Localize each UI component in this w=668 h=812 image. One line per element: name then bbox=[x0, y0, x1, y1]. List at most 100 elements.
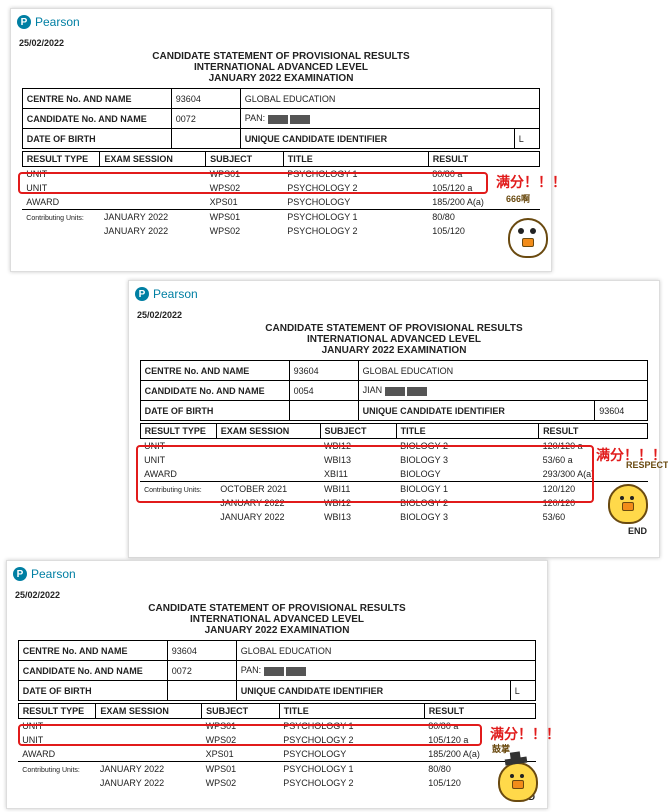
logo-icon: P bbox=[17, 15, 31, 29]
subject-title: PSYCHOLOGY 2 bbox=[279, 776, 424, 790]
result-type: AWARD bbox=[22, 195, 100, 210]
exam-session: JANUARY 2022 bbox=[96, 776, 202, 790]
brand-name: Pearson bbox=[35, 15, 80, 29]
result-row: Contributing Units:OCTOBER 2021WBI11BIOL… bbox=[140, 482, 648, 497]
heading: CANDIDATE STATEMENT OF PROVISIONAL RESUL… bbox=[129, 323, 659, 334]
end-marker: END bbox=[11, 238, 551, 256]
sticker-shocked-icon bbox=[498, 204, 554, 260]
result-type: UNIT bbox=[140, 453, 216, 467]
centre-no: 93604 bbox=[167, 641, 236, 661]
result-row: AWARDXBI11BIOLOGY293/300 A(a) bbox=[140, 467, 648, 482]
logo-icon: P bbox=[135, 287, 149, 301]
dob-value bbox=[171, 129, 240, 149]
candidate-name: PAN: bbox=[241, 665, 261, 675]
col-header: TITLE bbox=[283, 152, 428, 167]
info-table: CENTRE No. AND NAME93604GLOBAL EDUCATION… bbox=[140, 360, 649, 421]
exam-session bbox=[216, 453, 320, 467]
centre-name: GLOBAL EDUCATION bbox=[236, 641, 535, 661]
subject-code: WPS02 bbox=[202, 776, 280, 790]
candidate-name: JIAN bbox=[363, 385, 383, 395]
heading: CANDIDATE STATEMENT OF PROVISIONAL RESUL… bbox=[7, 603, 547, 614]
subject-code: WPS02 bbox=[202, 733, 280, 747]
candidate-no: 0072 bbox=[171, 109, 240, 129]
result-row: UNITWPS01PSYCHOLOGY 180/80 a bbox=[22, 167, 539, 182]
subject-code: WPS02 bbox=[206, 224, 284, 238]
result-type: UNIT bbox=[22, 167, 100, 182]
subject-code: XPS01 bbox=[202, 747, 280, 762]
subject-code: XPS01 bbox=[206, 195, 284, 210]
heading: INTERNATIONAL ADVANCED LEVEL bbox=[129, 334, 659, 345]
subject-title: PSYCHOLOGY bbox=[279, 747, 424, 762]
subject-code: WPS01 bbox=[206, 210, 284, 225]
exam-session bbox=[100, 167, 206, 182]
centre-no: 93604 bbox=[171, 89, 240, 109]
info-table: CENTRE No. AND NAME93604GLOBAL EDUCATION… bbox=[22, 88, 540, 149]
brand-name: Pearson bbox=[153, 287, 198, 301]
col-header: RESULT bbox=[539, 424, 648, 439]
subject-code: XBI11 bbox=[320, 467, 396, 482]
candidate-no: 0072 bbox=[167, 661, 236, 681]
dob-value bbox=[289, 401, 358, 421]
uci-value: L bbox=[514, 129, 539, 149]
candidate-no: 0054 bbox=[289, 381, 358, 401]
label-dob: DATE OF BIRTH bbox=[140, 401, 289, 421]
subject-code: WBI13 bbox=[320, 510, 396, 524]
label-dob: DATE OF BIRTH bbox=[22, 129, 171, 149]
candidate-name-cell: JIAN bbox=[358, 381, 648, 401]
result-type: UNIT bbox=[140, 439, 216, 454]
result-row: UNITWBI12BIOLOGY 2120/120 a bbox=[140, 439, 648, 454]
exam-session: OCTOBER 2021 bbox=[216, 482, 320, 497]
result-row: Contributing Units:JANUARY 2022WPS01PSYC… bbox=[22, 210, 539, 225]
candidate-name-cell: PAN: bbox=[240, 109, 539, 129]
statement-date: 25/02/2022 bbox=[7, 587, 547, 603]
subject-title: PSYCHOLOGY 2 bbox=[279, 733, 424, 747]
exam-session bbox=[216, 467, 320, 482]
sticker-respect-icon bbox=[598, 470, 654, 526]
exam-session: JANUARY 2022 bbox=[216, 496, 320, 510]
exam-session bbox=[100, 181, 206, 195]
statement-date: 25/02/2022 bbox=[129, 307, 659, 323]
exam-session bbox=[100, 195, 206, 210]
contrib-text: Contributing Units: bbox=[26, 215, 84, 222]
contributing-label: Contributing Units: bbox=[22, 210, 100, 225]
result-row: UNITWPS02PSYCHOLOGY 2105/120 a bbox=[18, 733, 535, 747]
end-marker: END bbox=[129, 524, 659, 542]
heading: INTERNATIONAL ADVANCED LEVEL bbox=[7, 614, 547, 625]
col-header: EXAM SESSION bbox=[216, 424, 320, 439]
result-row: JANUARY 2022WBI13BIOLOGY 353/60 bbox=[140, 510, 648, 524]
result-row: UNITWPS01PSYCHOLOGY 180/80 a bbox=[18, 719, 535, 734]
annotation-text: 满分！！！ bbox=[490, 724, 560, 744]
label-dob: DATE OF BIRTH bbox=[18, 681, 167, 701]
logo-icon: P bbox=[13, 567, 27, 581]
end-marker: END bbox=[7, 790, 547, 808]
label-uci: UNIQUE CANDIDATE IDENTIFIER bbox=[358, 401, 595, 421]
exam-session: JANUARY 2022 bbox=[216, 510, 320, 524]
subject-code: WPS01 bbox=[202, 762, 280, 777]
subject-title: PSYCHOLOGY 1 bbox=[283, 210, 428, 225]
label-uci: UNIQUE CANDIDATE IDENTIFIER bbox=[236, 681, 510, 701]
result-type: AWARD bbox=[18, 747, 96, 762]
statement-date: 25/02/2022 bbox=[11, 35, 551, 51]
label-centre: CENTRE No. AND NAME bbox=[18, 641, 167, 661]
subject-code: WBI11 bbox=[320, 482, 396, 497]
result-row: UNITWPS02PSYCHOLOGY 2105/120 a bbox=[22, 181, 539, 195]
exam-session: JANUARY 2022 bbox=[100, 224, 206, 238]
subject-code: WBI12 bbox=[320, 439, 396, 454]
label-centre: CENTRE No. AND NAME bbox=[140, 361, 289, 381]
redacted-block bbox=[385, 387, 405, 396]
heading: JANUARY 2022 EXAMINATION bbox=[129, 345, 659, 356]
heading: INTERNATIONAL ADVANCED LEVEL bbox=[11, 62, 551, 73]
subject-title: PSYCHOLOGY 1 bbox=[279, 719, 424, 734]
result-type: UNIT bbox=[18, 719, 96, 734]
result-card: PPearson25/02/2022CANDIDATE STATEMENT OF… bbox=[10, 8, 552, 272]
col-header: RESULT TYPE bbox=[140, 424, 216, 439]
subject-title: PSYCHOLOGY 2 bbox=[283, 181, 428, 195]
redacted-block bbox=[264, 667, 284, 676]
subject-code: WPS02 bbox=[206, 181, 284, 195]
result-type bbox=[22, 224, 100, 238]
subject-title: PSYCHOLOGY 1 bbox=[279, 762, 424, 777]
results-table: RESULT TYPEEXAM SESSIONSUBJECTTITLERESUL… bbox=[140, 423, 649, 524]
annotation-text: 满分！！！ bbox=[496, 172, 566, 192]
redacted-block bbox=[407, 387, 427, 396]
candidate-name: PAN: bbox=[245, 113, 265, 123]
